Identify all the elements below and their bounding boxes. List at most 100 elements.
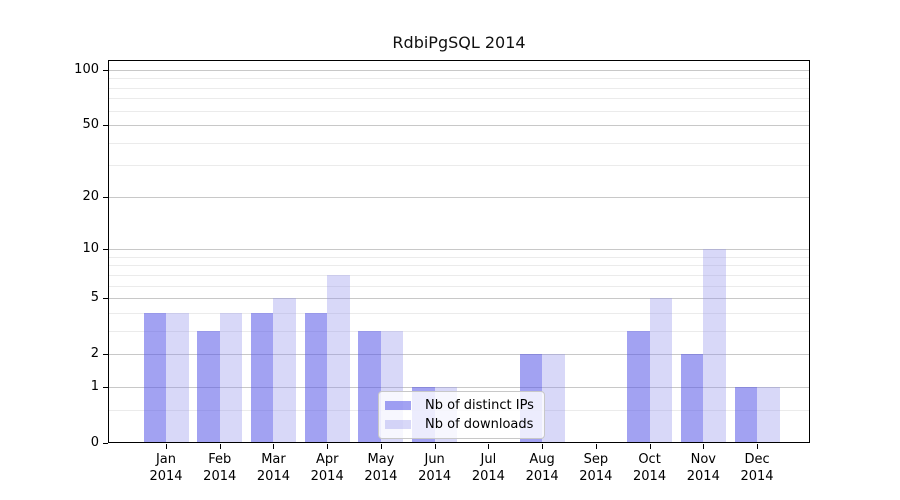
legend-label: Nb of distinct IPs [425,397,534,413]
x-tick-label-line: 2014 [579,469,613,484]
bar-downloads [219,312,243,442]
x-tick [757,444,758,449]
legend: Nb of distinct IPs Nb of downloads [378,391,545,439]
x-tick [650,444,651,449]
y-minor-gridline [109,265,809,266]
y-tick [103,298,108,299]
bar-distinct-ips [250,312,274,442]
x-tick-label-line: Feb [208,452,232,467]
bar-downloads [542,354,565,442]
x-tick-label: Nov 2014 [671,451,735,485]
x-tick [166,444,167,449]
x-tick-label: Aug 2014 [510,451,574,485]
chart-title: RdbiPgSQL 2014 [392,33,526,52]
y-minor-gridline [109,286,809,287]
x-tick-label-line: Apr [315,452,339,467]
x-tick [488,444,489,449]
y-tick [103,197,108,198]
legend-item-distinct-ips: Nb of distinct IPs [385,396,538,415]
y-tick-label: 20 [82,189,99,204]
y-tick [103,249,108,250]
x-tick-label-line: Nov [690,452,716,467]
x-tick-label-line: 2014 [310,469,344,484]
y-tick-label: 1 [90,379,99,394]
x-tick-label-line: 2014 [364,469,398,484]
x-tick-label-line: Jul [480,452,497,467]
x-tick-label-line: 2014 [471,469,505,484]
x-tick [327,444,328,449]
x-tick [435,444,436,449]
x-tick-label: Apr 2014 [295,451,359,485]
y-tick-label: 5 [90,290,99,305]
x-tick-label: Oct 2014 [618,451,682,485]
x-tick [703,444,704,449]
y-tick [103,354,108,355]
x-tick [381,444,382,449]
x-tick-label-line: 2014 [256,469,290,484]
x-tick-label: Jun 2014 [403,451,467,485]
y-minor-gridline [109,98,809,99]
x-tick-label: Feb 2014 [188,451,252,485]
bar-downloads [273,298,296,442]
y-major-gridline [109,70,809,71]
bar-distinct-ips [304,312,328,442]
x-tick-label-line: Jun [424,452,445,467]
x-tick-label-line: 2014 [686,469,720,484]
y-tick-label: 2 [90,346,99,361]
y-major-gridline [109,197,809,198]
bar-distinct-ips [358,330,381,442]
y-tick-label: 10 [82,241,99,256]
y-major-gridline [109,387,809,388]
bar-distinct-ips [627,330,650,442]
x-tick-label-line: Aug [529,452,555,467]
y-minor-gridline [109,257,809,258]
y-tick-label: 50 [82,117,99,132]
x-tick-label: Sep 2014 [564,451,628,485]
x-tick-label: Jan 2014 [134,451,198,485]
y-minor-gridline [109,111,809,112]
x-tick-label-line: 2014 [149,469,183,484]
x-tick-label-line: 2014 [633,469,667,484]
bar-distinct-ips [734,386,758,442]
x-tick [542,444,543,449]
bar-distinct-ips [143,312,166,442]
y-minor-gridline [109,165,809,166]
legend-swatch-downloads [385,420,411,430]
x-tick-label-line: Dec [744,452,770,467]
y-tick [103,443,108,444]
x-tick-label: May 2014 [349,451,413,485]
bar-downloads [649,298,673,442]
x-tick-label-line: Jan [155,452,177,467]
y-major-gridline [109,298,809,299]
y-tick-label: 100 [74,62,99,77]
bar-downloads [166,312,189,442]
x-tick-label: Mar 2014 [241,451,305,485]
y-minor-gridline [109,313,809,314]
y-major-gridline [109,125,809,126]
x-tick-label: Dec 2014 [725,451,789,485]
legend-item-downloads: Nb of downloads [385,416,538,435]
x-tick-label-line: May [367,452,395,467]
bar-downloads [757,386,780,442]
x-tick-label-line: Sep [583,452,609,467]
legend-label: Nb of downloads [425,417,534,433]
y-minor-gridline [109,331,809,332]
y-tick [103,387,108,388]
bar-distinct-ips [197,330,220,442]
x-tick [596,444,597,449]
x-tick [273,444,274,449]
y-tick-label: 0 [90,435,99,450]
bar-downloads [703,249,726,442]
y-tick [103,70,108,71]
x-tick [220,444,221,449]
x-tick-label-line: 2014 [203,469,237,484]
y-tick [103,125,108,126]
y-minor-gridline [109,88,809,89]
x-tick-label: Jul 2014 [456,451,520,485]
y-minor-gridline [109,143,809,144]
y-major-gridline [109,249,809,250]
bar-downloads [327,274,350,442]
x-tick-label-line: 2014 [740,469,774,484]
x-tick-label-line: Oct [638,452,661,467]
